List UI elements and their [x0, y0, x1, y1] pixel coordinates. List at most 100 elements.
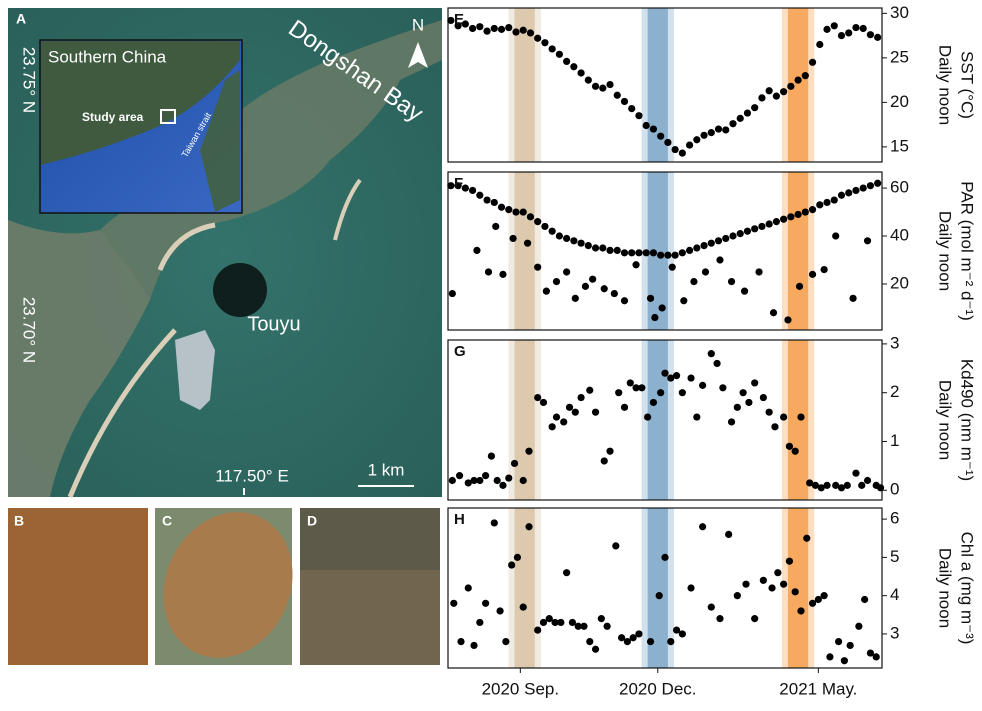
coral	[300, 570, 440, 665]
point	[866, 31, 875, 39]
plot-frame	[447, 507, 883, 669]
point	[693, 413, 701, 421]
point	[534, 34, 542, 42]
point	[826, 653, 834, 661]
inset-land	[200, 70, 240, 212]
y-tick-label: 3	[890, 333, 899, 352]
point	[768, 584, 776, 592]
y-tick-label: 30	[890, 3, 909, 22]
point	[584, 76, 592, 84]
point	[668, 263, 676, 271]
point	[490, 519, 498, 527]
point	[646, 637, 655, 646]
inset-title: Southern China	[48, 47, 167, 66]
point	[586, 637, 594, 646]
point	[772, 218, 780, 226]
point	[678, 630, 686, 638]
point	[632, 261, 640, 269]
point	[861, 595, 869, 604]
point	[490, 198, 498, 207]
point	[557, 618, 565, 627]
point	[769, 309, 778, 317]
panel-label: D	[307, 513, 317, 529]
point	[794, 210, 802, 219]
point	[620, 97, 629, 106]
point	[461, 20, 469, 28]
panel-label: A	[16, 11, 26, 27]
point	[791, 588, 799, 596]
point	[745, 398, 753, 407]
point	[584, 242, 592, 250]
photos: B C D	[8, 508, 440, 665]
point	[780, 88, 788, 96]
point	[620, 297, 629, 305]
point	[680, 297, 688, 305]
point	[687, 374, 695, 382]
chart-panel: 0 1 2 3 G Daily noon Kd490 (nm m⁻¹)	[447, 333, 977, 501]
point	[629, 634, 637, 642]
point	[772, 92, 780, 100]
point	[700, 131, 708, 139]
point	[806, 479, 814, 487]
point	[577, 239, 585, 247]
point	[599, 244, 607, 252]
point	[852, 186, 860, 195]
point	[780, 413, 788, 421]
point	[852, 469, 860, 477]
point	[496, 607, 504, 615]
point	[580, 622, 588, 630]
land	[8, 220, 150, 497]
point	[743, 109, 752, 117]
point	[476, 23, 484, 31]
point	[874, 33, 882, 41]
point	[603, 622, 611, 630]
point	[502, 637, 510, 646]
point	[661, 553, 669, 561]
point	[542, 287, 550, 295]
point	[727, 418, 736, 426]
point	[473, 246, 481, 255]
point	[874, 179, 882, 187]
y-axis-label: Chl a (mg m⁻³)	[958, 532, 977, 645]
point	[780, 215, 788, 223]
point	[855, 622, 863, 630]
point	[846, 641, 854, 650]
point	[620, 403, 629, 411]
y-axis-label: Daily noon	[936, 211, 955, 291]
point	[685, 246, 694, 255]
point	[519, 26, 527, 34]
point	[787, 82, 795, 90]
highlight-band	[647, 508, 668, 668]
point	[606, 246, 614, 255]
point	[447, 182, 455, 190]
point	[570, 63, 578, 71]
point	[699, 523, 707, 531]
point	[693, 136, 701, 144]
point	[866, 182, 875, 190]
point	[651, 313, 659, 322]
point	[476, 476, 484, 485]
highlight-band	[647, 340, 668, 500]
point	[574, 622, 582, 630]
point	[525, 523, 533, 531]
plot-frame	[447, 7, 883, 163]
point	[484, 268, 493, 276]
highlight-band	[514, 8, 535, 162]
point	[755, 268, 763, 276]
point	[672, 372, 681, 380]
point	[565, 403, 574, 411]
inset-land	[41, 41, 240, 165]
point	[620, 249, 629, 257]
point	[571, 408, 579, 416]
point	[837, 484, 846, 492]
point	[774, 569, 782, 577]
point	[461, 184, 469, 192]
point	[658, 304, 666, 312]
point	[555, 50, 563, 58]
point	[722, 126, 730, 134]
point	[823, 25, 831, 33]
point	[765, 87, 773, 95]
point	[628, 104, 636, 113]
point	[612, 542, 620, 550]
point	[526, 213, 535, 221]
